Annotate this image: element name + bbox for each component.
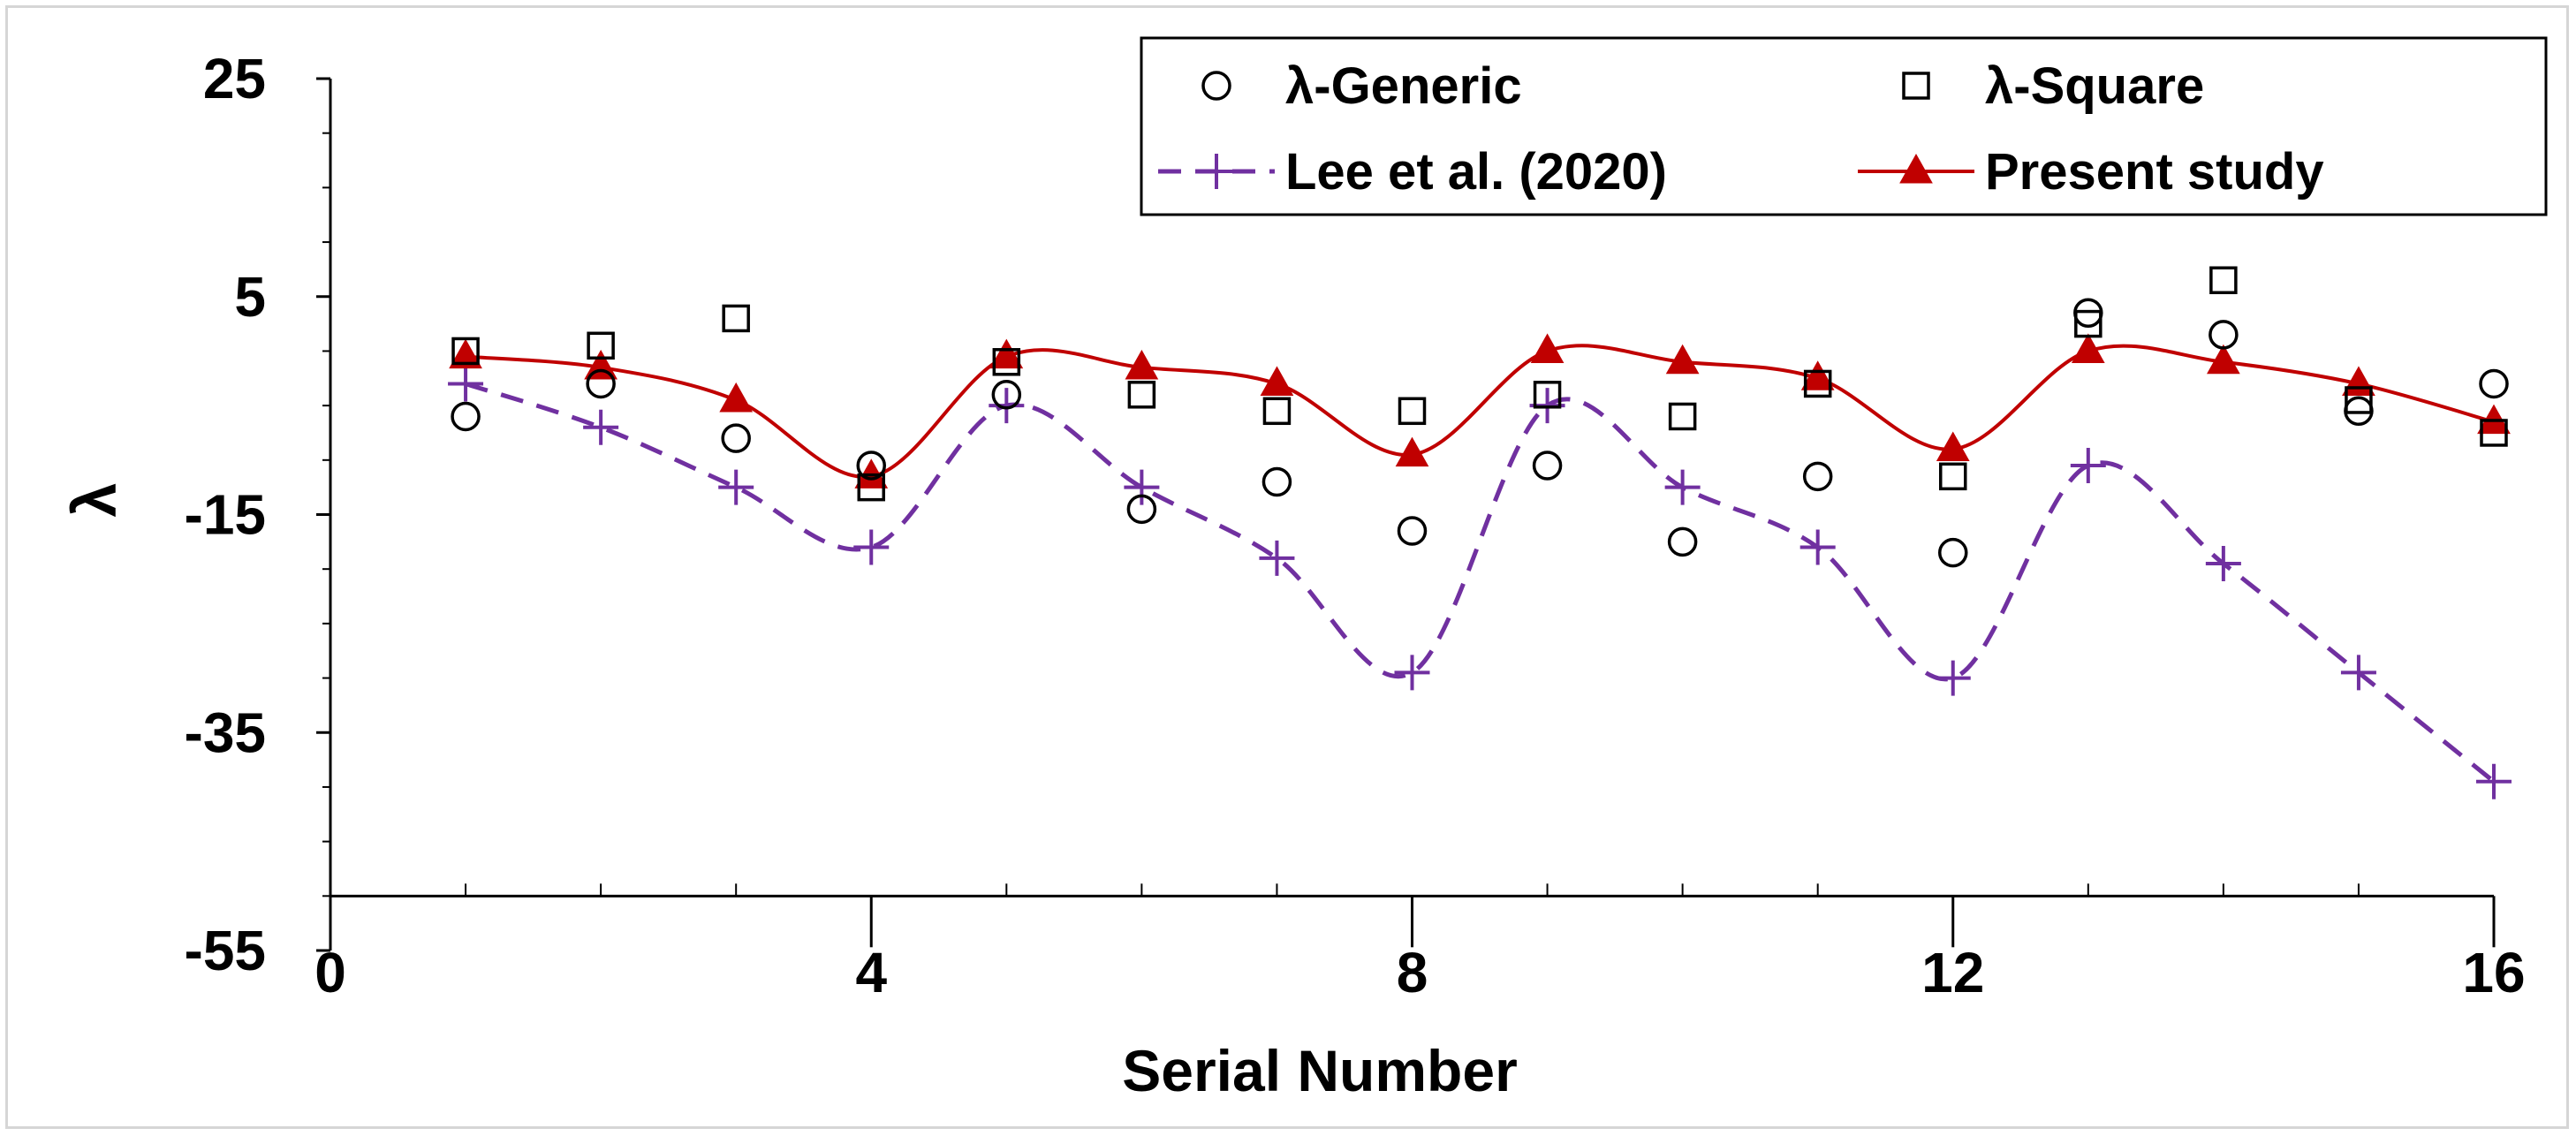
legend-label: λ-Generic (1285, 57, 1522, 115)
legend-entry: λ-Generic (1201, 57, 1522, 115)
data-point (1261, 466, 1292, 497)
x-tick-label: 8 (1397, 941, 1428, 1004)
y-tick-label: -55 (185, 919, 267, 982)
y-tick-label: 5 (234, 265, 266, 329)
y-tick-label: -15 (185, 483, 267, 547)
data-point (587, 331, 615, 360)
data-point (449, 338, 482, 369)
legend-marker (1902, 72, 1930, 100)
data-point (1260, 366, 1294, 396)
data-point (1127, 381, 1156, 409)
data-point (583, 409, 619, 445)
data-point (1668, 402, 1697, 431)
data-point (2209, 320, 2239, 350)
data-point (448, 366, 484, 402)
data-point (721, 423, 751, 453)
legend-label: Present study (1985, 143, 2324, 201)
legend-box (1140, 36, 2548, 216)
data-point (2071, 333, 2105, 363)
legend-entry: Lee et al. (2020) (1158, 143, 1667, 201)
y-tick-label: -35 (185, 701, 267, 764)
legend: λ-Generic λ-Square Lee et al. (2020) Presen… (1140, 36, 2548, 216)
data-point (1939, 462, 1967, 491)
data-point (586, 368, 616, 399)
data-point (1935, 660, 1971, 696)
data-point (1126, 494, 1157, 525)
data-point (2476, 763, 2512, 799)
data-point (1530, 333, 1565, 363)
data-point (2480, 419, 2508, 447)
x-tick-label: 16 (2462, 941, 2525, 1004)
data-point (1667, 526, 1698, 557)
data-point (1799, 529, 1836, 565)
series-square (451, 266, 2508, 502)
data-point (451, 337, 480, 366)
data-point (853, 529, 890, 565)
data-point (1665, 344, 1700, 375)
data-point (718, 469, 754, 505)
data-point (991, 380, 1022, 410)
y-tick-label: 25 (203, 47, 266, 110)
data-point (2345, 386, 2373, 414)
data-point (989, 338, 1024, 369)
data-point (857, 473, 885, 502)
data-point (1124, 469, 1160, 505)
series-plus (448, 366, 2512, 799)
data-point (2340, 655, 2376, 691)
data-point (2207, 344, 2240, 375)
series-circle (451, 298, 2509, 568)
y-axis-title: λ (60, 483, 129, 518)
data-point (1125, 349, 1159, 380)
x-tick-label: 0 (314, 941, 346, 1004)
series-line (465, 382, 2496, 784)
data-point (2070, 447, 2106, 483)
legend-marker (1199, 154, 1234, 189)
data-point (1397, 516, 1428, 546)
data-point (722, 304, 750, 333)
data-point (1800, 360, 1835, 390)
data-point (719, 382, 754, 413)
data-point (2205, 546, 2241, 582)
series-line (465, 344, 2495, 479)
data-point (2209, 266, 2238, 294)
data-point (989, 388, 1025, 424)
data-point (1936, 431, 1970, 461)
data-point (1262, 397, 1292, 426)
data-point (1802, 461, 1833, 492)
data-point (1398, 397, 1427, 426)
data-point (1803, 369, 1832, 398)
data-point (1394, 655, 1430, 691)
x-tick-label: 12 (1921, 941, 1984, 1004)
x-axis-title: Serial Number (1122, 1038, 1518, 1103)
axes: 25 5 -15 -35 -55 0 4 8 12 16 (185, 47, 2526, 1004)
legend-label: Lee et al. (2020) (1285, 143, 1667, 201)
series-layer (448, 266, 2512, 799)
data-point (1395, 436, 1429, 467)
data-point (992, 348, 1021, 376)
data-point (451, 401, 481, 432)
chart-frame: 25 5 -15 -35 -55 0 4 8 12 16 Serial Number λ λ-Ge… (5, 5, 2569, 1129)
chart-svg: 25 5 -15 -35 -55 0 4 8 12 16 Serial Number λ λ-Ge… (60, 36, 2548, 1103)
legend-label: λ-Square (1985, 57, 2204, 115)
x-tick-label: 4 (855, 941, 887, 1004)
data-point (2479, 368, 2509, 399)
legend-entry: λ-Square (1902, 57, 2204, 115)
data-point (2074, 309, 2102, 338)
legend-entry: Present study (1858, 143, 2324, 201)
legend-marker (1899, 153, 1933, 184)
data-point (1938, 537, 1968, 568)
legend-marker (1201, 71, 1231, 101)
data-point (856, 451, 886, 481)
data-point (1259, 540, 1295, 576)
data-point (1532, 451, 1563, 481)
data-point (1664, 469, 1701, 505)
series-triangle (449, 333, 2511, 488)
data-point (1533, 381, 1562, 409)
